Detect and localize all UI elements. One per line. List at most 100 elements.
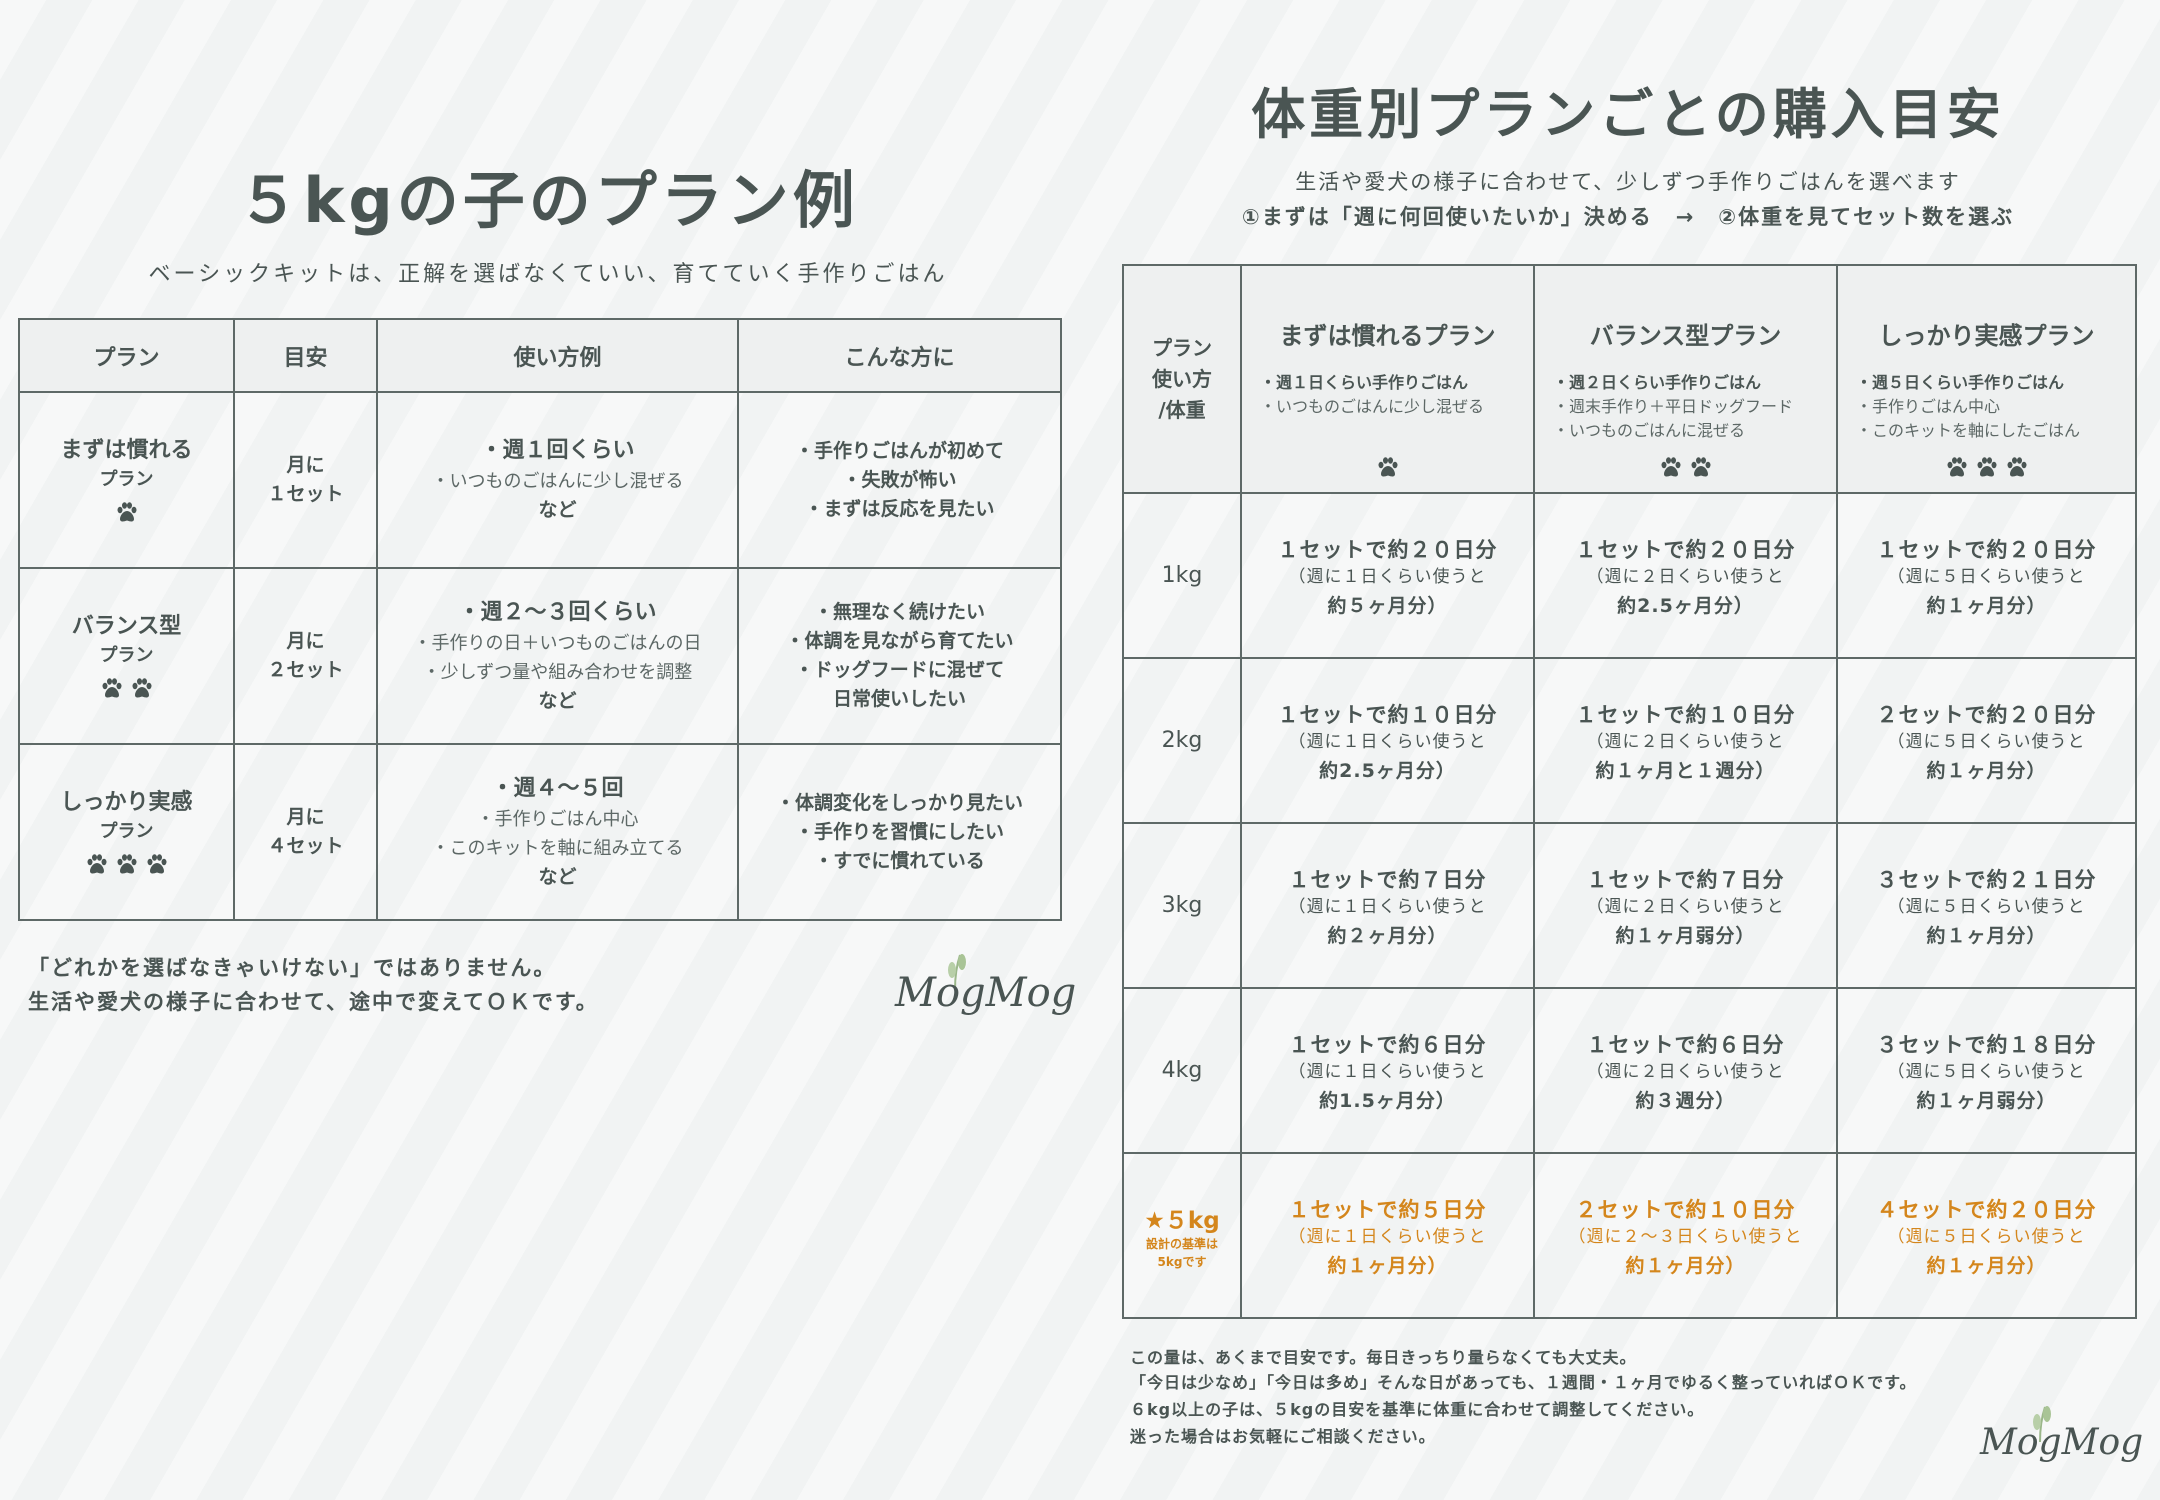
usage-cell: ・週４〜５回 ・手作りごはん中心 ・このキットを軸に組み立てる など (376, 743, 739, 921)
leaf-icon (2033, 1406, 2051, 1442)
duration: 約５ヶ月分） (1327, 594, 1448, 617)
target-item: ・体調変化をしっかり見たい (775, 791, 1023, 814)
plan-name: まずは慣れる (60, 438, 193, 463)
plan-item: ・いつものごはんに少し混ぜる (1260, 397, 1485, 416)
amount-cell: １セットで約６日分 （週に１日くらい使うと 約1.5ヶ月分） (1240, 987, 1535, 1154)
amount-text: １セット (267, 483, 344, 505)
plan-cell: バランス型 プラン (18, 567, 235, 745)
paw-rating (1838, 455, 2135, 479)
plan-item: ・週５日くらい手作りごはん (1856, 373, 2065, 392)
usage-frequency: ・週４〜５回 (491, 775, 624, 801)
set-days: ２セットで約２０日分 (1876, 702, 2097, 727)
plan-item: ・週２日くらい手作りごはん (1553, 373, 1762, 392)
target-item: ・無理なく続けたい (813, 601, 985, 623)
plan-label: プラン (99, 645, 154, 666)
plan-name: しっかり実感 (60, 790, 193, 815)
plan-item: ・週末手作り＋平日ドッグフード (1553, 397, 1794, 416)
amount-text: ４セット (267, 835, 344, 857)
duration: 約２ヶ月分） (1327, 924, 1448, 947)
right-note-1: この量は、あくまで目安です。毎日きっちり量らなくても大丈夫。 (1130, 1348, 1637, 1367)
duration: 約１ヶ月分） (1926, 924, 2047, 947)
weight-note: 設計の基準は (1145, 1236, 1218, 1251)
weight-cell: 4kg (1122, 987, 1242, 1154)
duration: 約１ヶ月弱分） (1916, 1089, 2057, 1112)
target-item: ・手作りを習慣にしたい (794, 820, 1004, 843)
corner-header: プラン 使い方/体重 (1122, 264, 1242, 494)
usage-cell: ・週１回くらい ・いつものごはんに少し混ぜる など (376, 391, 739, 569)
amount-cell: １セットで約２０日分 （週に２日くらい使うと 約2.5ヶ月分） (1533, 492, 1838, 659)
target-item: ・失敗が怖い (842, 468, 957, 491)
amount-text: 月に (286, 454, 325, 476)
usage-frequency: （週に５日くらい使うと (1887, 731, 2086, 752)
table-row: バランス型 プラン 月に ２セット ・週２〜３回くらい ・手作りの日＋いつものごはんの… (18, 567, 1062, 745)
weight-row: 1kg １セットで約２０日分 （週に１日くらい使うと 約５ヶ月分） １セットで約２０日… (1122, 492, 2137, 659)
weight-cell: 2kg (1122, 657, 1242, 824)
amount-cell: 月に ４セット (233, 743, 378, 921)
right-note-2: 「今日は少なめ」「今日は多め」そんな日があっても、１週間・１ヶ月でゆるく整ってい… (1130, 1373, 1917, 1392)
plan-item: ・手作りごはん中心 (1856, 397, 2001, 416)
duration: 約３週分） (1635, 1089, 1736, 1112)
target-item: ・手作りごはんが初めて (794, 439, 1004, 462)
usage-frequency: （週に５日くらい使うと (1887, 566, 2086, 587)
plan-label: プラン (99, 821, 154, 842)
weight-label: 2kg (1161, 728, 1203, 753)
column-header: プラン (18, 318, 235, 393)
paw-icon (1661, 457, 1680, 477)
plan-name: バランス型 (71, 614, 182, 639)
set-days: ３セットで約２１日分 (1876, 867, 2097, 892)
usage-frequency: （週に１日くらい使うと (1288, 1226, 1487, 1247)
usage-item: ・手作りの日＋いつものごはんの日 (413, 632, 702, 654)
duration: 約2.5ヶ月分） (1617, 594, 1754, 617)
usage-item: ・いつものごはんに少し混ぜる (431, 471, 684, 492)
target-item: ・ドッグフードに混ぜて (794, 659, 1005, 681)
usage-frequency: （週に２日くらい使うと (1586, 566, 1785, 587)
duration: 約１ヶ月弱分） (1615, 924, 1756, 947)
plan-item: ・いつものごはんに混ぜる (1553, 421, 1746, 440)
usage-frequency: （週に５日くらい使うと (1887, 1226, 2086, 1247)
amount-cell: ３セットで約２１日分 （週に５日くらい使うと 約１ヶ月分） (1836, 822, 2137, 989)
mogmog-logo-left: MogMog (895, 950, 1076, 1016)
plan-item: ・このキットを軸にしたごはん (1856, 421, 2081, 440)
amount-text: 月に (286, 630, 325, 652)
plan-name: バランス型プラン (1589, 322, 1782, 350)
duration: 約2.5ヶ月分） (1319, 759, 1456, 782)
duration: 約1.5ヶ月分） (1319, 1089, 1456, 1112)
target-cell: ・無理なく続けたい ・体調を見ながら育てたい ・ドッグフードに混ぜて 日常使いしたい (737, 567, 1062, 745)
plan-header: バランス型プラン・週２日くらい手作りごはん・週末手作り＋平日ドッグフード ・いつも… (1533, 264, 1838, 494)
target-item: 日常使いしたい (832, 688, 966, 710)
usage-end: など (538, 865, 577, 888)
target-cell: ・体調変化をしっかり見たい ・手作りを習慣にしたい ・すでに慣れている (737, 743, 1062, 921)
usage-frequency: （週に２日くらい使うと (1586, 896, 1785, 917)
target-item: ・すでに慣れている (814, 849, 985, 872)
set-days: ４セットで約２０日分 (1876, 1197, 2097, 1222)
weight-label: ★５kg (1144, 1207, 1220, 1234)
duration: 約１ヶ月分） (1926, 1254, 2047, 1277)
usage-frequency: （週に１日くらい使うと (1288, 566, 1487, 587)
usage-item: ・少しずつ量や組み合わせを調整 (422, 661, 693, 683)
paw-icon (1947, 457, 1966, 477)
right-steps: ①まずは「週に何回使いたいか」決める → ②体重を見てセット数を選ぶ (1241, 205, 2015, 229)
plan-name: まずは慣れるプラン (1279, 322, 1496, 350)
paw-rating (20, 676, 233, 700)
weight-row: ★５kg 設計の基準は 5kgです １セットで約５日分 （週に１日くらい使うと 約１ヶ月… (1122, 1152, 2137, 1319)
table-row: まずは慣れるプラン 月に １セット ・週１回くらい ・いつものごはんに少し混ぜる など… (18, 391, 1062, 569)
set-days: １セットで約６日分 (1586, 1032, 1785, 1057)
target-cell: ・手作りごはんが初めて ・失敗が怖い ・まずは反応を見たい (737, 391, 1062, 569)
usage-frequency: （週に５日くらい使うと (1887, 1061, 2086, 1082)
plan-label: プラン (99, 469, 154, 490)
set-days: １セットで約１０日分 (1575, 702, 1796, 727)
usage-frequency: （週に２日くらい使うと (1586, 731, 1785, 752)
set-days: １セットで約１０日分 (1277, 702, 1498, 727)
paw-icon (147, 854, 166, 874)
plan-cell: しっかり実感 プラン (18, 743, 235, 921)
amount-cell: ２セットで約１０日分 （週に２〜３日くらい使うと 約１ヶ月分） (1533, 1152, 1838, 1319)
weight-label: 4kg (1161, 1058, 1203, 1083)
weight-label: 1kg (1161, 563, 1203, 588)
right-page-title: 体重別プランごとの購入目安 (1251, 83, 2005, 146)
set-days: １セットで約２０日分 (1277, 537, 1498, 562)
usage-frequency: （週に１日くらい使うと (1288, 896, 1487, 917)
duration: 約１ヶ月分） (1926, 594, 2047, 617)
weight-row: 2kg １セットで約１０日分 （週に１日くらい使うと 約2.5ヶ月分） １セットで約１… (1122, 657, 2137, 824)
right-note-3: ６kg以上の子は、５kgの目安を基準に体重に合わせて調整してください。 (1130, 1400, 1705, 1419)
corner-label: プラン (1152, 335, 1212, 360)
